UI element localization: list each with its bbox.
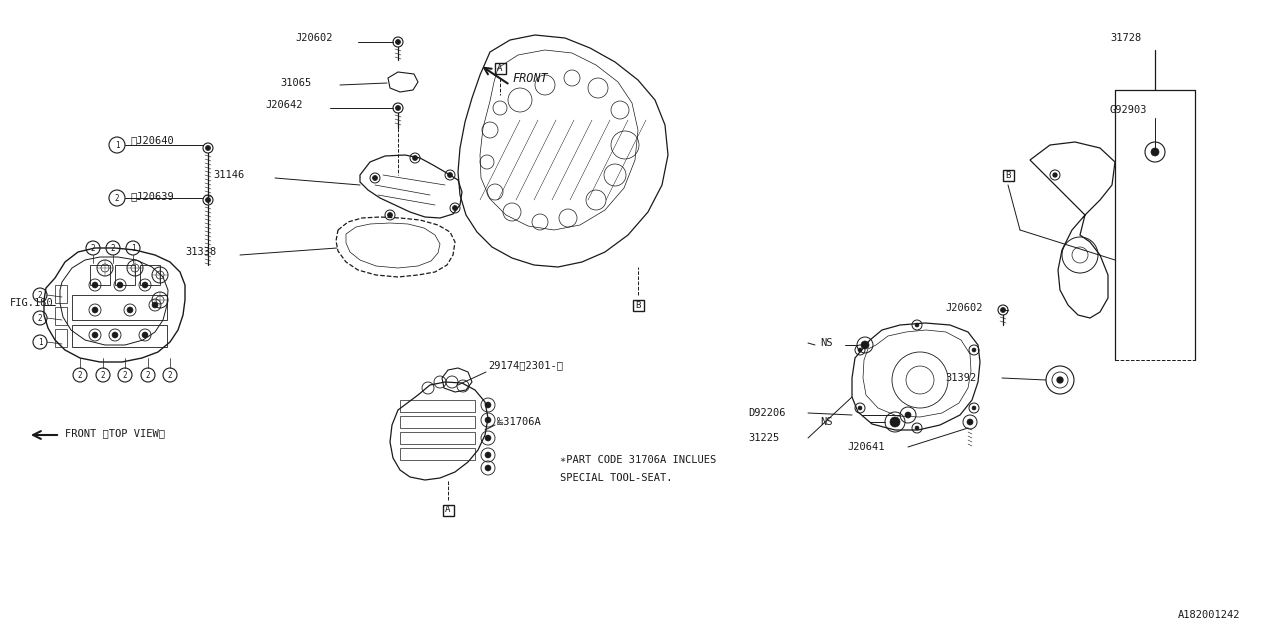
Text: 31728: 31728	[1110, 33, 1142, 43]
Circle shape	[972, 348, 977, 352]
Text: 2: 2	[123, 371, 127, 380]
Bar	[401, 416, 475, 428]
Bar	[55, 285, 67, 303]
Text: 1: 1	[115, 141, 119, 150]
Text: J20641: J20641	[847, 442, 884, 452]
Circle shape	[858, 348, 861, 352]
Bar	[72, 325, 166, 347]
Circle shape	[485, 465, 492, 471]
Bar	[401, 432, 475, 444]
Circle shape	[92, 307, 99, 313]
Circle shape	[905, 412, 911, 418]
Circle shape	[113, 332, 118, 338]
Circle shape	[1001, 307, 1006, 312]
Circle shape	[1151, 148, 1158, 156]
Bar	[72, 295, 166, 320]
Circle shape	[861, 341, 869, 349]
Text: B: B	[635, 301, 641, 310]
Circle shape	[915, 323, 919, 327]
Text: 2: 2	[115, 193, 119, 202]
Text: ②J20639: ②J20639	[131, 191, 174, 201]
Bar	[401, 400, 475, 412]
Bar	[632, 300, 644, 310]
Text: A: A	[498, 63, 503, 72]
Circle shape	[206, 198, 210, 202]
Text: J20602: J20602	[294, 33, 333, 43]
Text: A182001242: A182001242	[1178, 610, 1240, 620]
Circle shape	[142, 332, 148, 338]
Text: 2: 2	[168, 371, 173, 380]
Text: 31392: 31392	[945, 373, 977, 383]
Text: SPECIAL TOOL-SEAT.: SPECIAL TOOL-SEAT.	[561, 473, 672, 483]
Text: 2: 2	[37, 314, 42, 323]
Bar	[90, 265, 110, 285]
Bar	[55, 307, 67, 325]
Circle shape	[890, 417, 900, 427]
Circle shape	[396, 40, 401, 45]
Circle shape	[396, 106, 401, 111]
Text: ‱31706A: ‱31706A	[497, 417, 540, 427]
Text: 2: 2	[146, 371, 150, 380]
Circle shape	[485, 402, 492, 408]
Text: ∗PART CODE 31706A INCLUES: ∗PART CODE 31706A INCLUES	[561, 455, 717, 465]
Text: 2: 2	[37, 291, 42, 300]
Text: 31225: 31225	[748, 433, 780, 443]
Text: 31338: 31338	[186, 247, 216, 257]
Text: FRONT: FRONT	[512, 72, 548, 84]
Bar	[494, 63, 506, 74]
Circle shape	[372, 175, 378, 180]
Text: 31146: 31146	[212, 170, 244, 180]
Circle shape	[448, 173, 453, 177]
Circle shape	[1053, 173, 1057, 177]
Circle shape	[915, 426, 919, 430]
Text: G92903: G92903	[1110, 105, 1147, 115]
Text: 2: 2	[101, 371, 105, 380]
Circle shape	[116, 282, 123, 288]
Circle shape	[485, 417, 492, 423]
Circle shape	[206, 145, 210, 150]
Text: FIG.180: FIG.180	[10, 298, 54, 308]
Circle shape	[388, 212, 393, 218]
Circle shape	[1057, 377, 1062, 383]
Bar	[115, 265, 134, 285]
Circle shape	[966, 419, 973, 425]
Text: 1: 1	[37, 337, 42, 346]
Circle shape	[453, 205, 457, 211]
Circle shape	[152, 302, 157, 308]
Circle shape	[92, 282, 99, 288]
Text: J20642: J20642	[265, 100, 302, 110]
Text: J20602: J20602	[945, 303, 983, 313]
Text: NS: NS	[820, 338, 832, 348]
Text: D92206: D92206	[748, 408, 786, 418]
Text: ①J20640: ①J20640	[131, 135, 174, 145]
Text: 2: 2	[91, 243, 95, 253]
Text: 2: 2	[110, 243, 115, 253]
Circle shape	[485, 452, 492, 458]
Bar	[55, 329, 67, 347]
Text: 2: 2	[78, 371, 82, 380]
Text: NS: NS	[820, 417, 832, 427]
Bar	[1002, 170, 1014, 180]
Circle shape	[142, 282, 148, 288]
Circle shape	[412, 156, 417, 161]
Text: 1: 1	[131, 243, 136, 253]
Bar	[140, 265, 160, 285]
Text: 29174（2301-）: 29174（2301-）	[488, 360, 563, 370]
Circle shape	[92, 332, 99, 338]
Circle shape	[972, 406, 977, 410]
Circle shape	[485, 435, 492, 441]
Text: B: B	[1005, 170, 1011, 179]
Text: FRONT 〈TOP VIEW〉: FRONT 〈TOP VIEW〉	[65, 428, 165, 438]
Bar	[401, 448, 475, 460]
Circle shape	[127, 307, 133, 313]
Text: A: A	[445, 506, 451, 515]
Text: 31065: 31065	[280, 78, 311, 88]
Bar	[443, 504, 453, 515]
Circle shape	[858, 406, 861, 410]
